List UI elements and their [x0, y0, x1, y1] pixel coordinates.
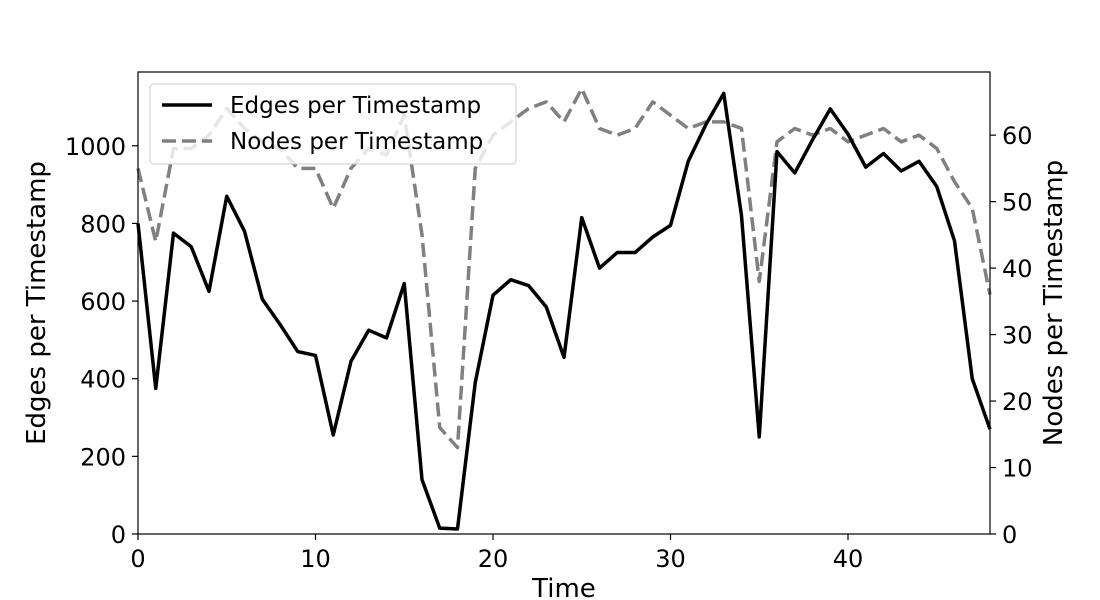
- legend-box: [149, 83, 517, 165]
- x-axis-label: Time: [531, 574, 596, 600]
- y-tick-label-left: 200: [80, 443, 126, 471]
- x-tick-label: 10: [300, 545, 331, 573]
- x-tick-label: 0: [130, 545, 145, 573]
- y-tick-label-left: 400: [80, 366, 126, 394]
- x-tick-label: 30: [655, 545, 686, 573]
- y-tick-label-left: 1000: [65, 133, 126, 161]
- y-tick-label-left: 600: [80, 288, 126, 316]
- legend: Edges per Timestamp Nodes per Timestamp: [149, 83, 517, 165]
- y-tick-label-right: 50: [1002, 189, 1033, 217]
- y-axis-label-left: Edges per Timestamp: [22, 161, 52, 445]
- y-tick-label-left: 800: [80, 210, 126, 238]
- y-tick-label-right: 60: [1002, 122, 1033, 150]
- y-tick-label-right: 40: [1002, 255, 1033, 283]
- y-tick-label-right: 30: [1002, 322, 1033, 350]
- x-tick-label: 40: [833, 545, 864, 573]
- y-tick-label-right: 0: [1002, 521, 1017, 549]
- legend-label-nodes: Nodes per Timestamp: [230, 129, 483, 155]
- y-tick-label-right: 20: [1002, 388, 1033, 416]
- y-tick-label-left: 0: [111, 521, 126, 549]
- x-tick-label: 20: [478, 545, 509, 573]
- legend-label-edges: Edges per Timestamp: [230, 93, 481, 119]
- series-line-edges: [136, 91, 992, 531]
- y-axis-label-right: Nodes per Timestamp: [1039, 160, 1069, 446]
- y-tick-label-right: 10: [1002, 455, 1033, 483]
- plot-frame: [137, 71, 991, 535]
